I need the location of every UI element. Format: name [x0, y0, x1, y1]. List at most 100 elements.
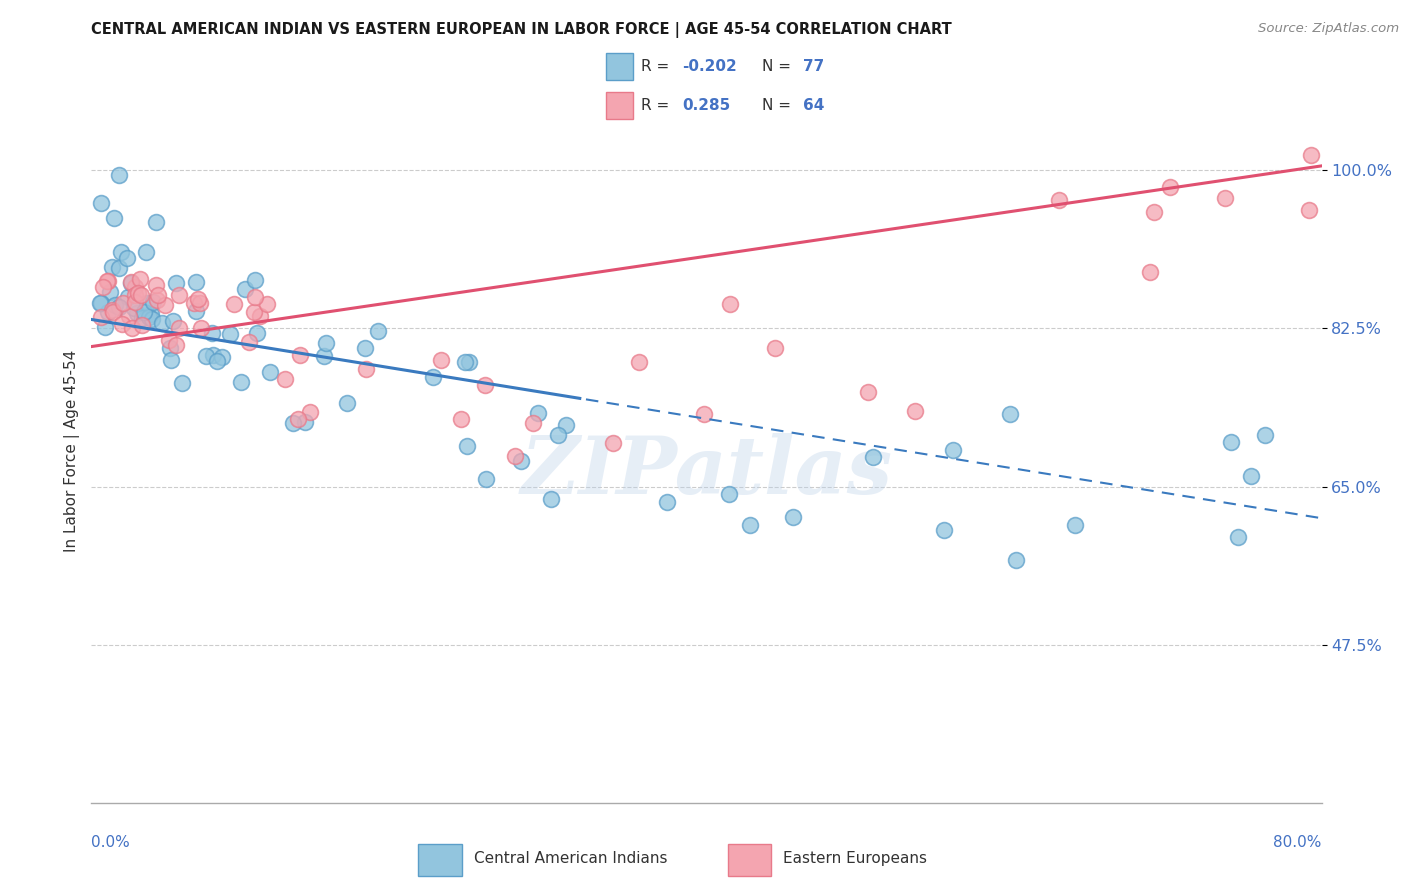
Point: [201, 348, 224, 362]
Point: [602, 436, 624, 450]
Point: [522, 416, 544, 430]
Point: [287, 412, 309, 426]
Point: [998, 408, 1021, 422]
Point: [233, 282, 256, 296]
Point: [110, 245, 132, 260]
Point: [165, 338, 187, 352]
Text: R =: R =: [641, 59, 675, 74]
Bar: [728, 844, 770, 876]
Point: [1220, 435, 1243, 450]
Text: N =: N =: [762, 98, 796, 113]
Point: [475, 472, 498, 486]
Point: [1254, 428, 1277, 442]
Point: [127, 285, 149, 300]
Point: [90, 196, 112, 211]
Point: [312, 349, 335, 363]
Point: [120, 275, 142, 289]
Point: [554, 417, 576, 432]
Point: [141, 311, 163, 326]
Point: [1240, 468, 1263, 483]
Point: [129, 288, 152, 302]
Point: [146, 293, 169, 307]
Point: [231, 375, 253, 389]
Point: [249, 310, 271, 324]
Point: [165, 276, 187, 290]
Point: [354, 361, 377, 376]
Text: -0.202: -0.202: [682, 59, 737, 74]
Point: [1143, 204, 1166, 219]
Point: [111, 295, 134, 310]
Text: 77: 77: [803, 59, 824, 74]
Point: [117, 290, 139, 304]
Point: [1159, 180, 1181, 194]
Point: [142, 295, 165, 310]
Point: [159, 341, 181, 355]
Point: [904, 404, 927, 418]
Point: [101, 260, 124, 274]
Point: [243, 305, 266, 319]
Point: [1047, 193, 1070, 207]
Point: [183, 296, 205, 310]
Point: [219, 327, 242, 342]
Point: [298, 405, 321, 419]
Point: [145, 215, 167, 229]
Point: [96, 274, 118, 288]
Point: [693, 407, 716, 421]
Point: [172, 376, 194, 391]
Point: [100, 302, 122, 317]
Point: [146, 288, 169, 302]
Point: [131, 310, 153, 325]
Point: [527, 406, 550, 420]
Point: [510, 454, 533, 468]
Point: [162, 314, 184, 328]
Point: [290, 348, 312, 362]
Point: [97, 305, 120, 319]
Point: [429, 352, 451, 367]
Point: [139, 307, 162, 321]
Point: [243, 273, 266, 287]
Y-axis label: In Labor Force | Age 45-54: In Labor Force | Age 45-54: [65, 350, 80, 551]
Point: [103, 211, 125, 226]
Point: [91, 279, 114, 293]
Point: [1064, 517, 1087, 532]
Point: [453, 355, 475, 369]
Point: [211, 350, 233, 364]
Text: R =: R =: [641, 98, 679, 113]
Point: [367, 324, 389, 338]
Point: [115, 251, 138, 265]
Point: [94, 320, 117, 334]
Text: ZIPatlas: ZIPatlas: [520, 433, 893, 510]
Point: [450, 412, 472, 426]
Point: [111, 317, 134, 331]
Point: [89, 310, 111, 324]
Point: [188, 296, 211, 310]
Point: [422, 370, 444, 384]
Point: [124, 280, 146, 294]
Point: [1299, 148, 1322, 162]
Text: N =: N =: [762, 59, 796, 74]
Bar: [606, 54, 633, 80]
Point: [856, 385, 879, 400]
Point: [118, 309, 141, 323]
Point: [135, 296, 157, 310]
Point: [107, 168, 129, 182]
Point: [167, 321, 190, 335]
Text: 0.0%: 0.0%: [91, 836, 131, 850]
Point: [294, 415, 316, 429]
Point: [145, 278, 167, 293]
Point: [104, 298, 127, 312]
Point: [547, 428, 569, 442]
Bar: [606, 92, 633, 120]
Point: [1004, 552, 1026, 566]
Point: [167, 288, 190, 302]
Point: [354, 341, 377, 355]
Text: CENTRAL AMERICAN INDIAN VS EASTERN EUROPEAN IN LABOR FORCE | AGE 45-54 CORRELATI: CENTRAL AMERICAN INDIAN VS EASTERN EUROP…: [91, 22, 952, 38]
Text: 64: 64: [803, 98, 824, 113]
Point: [101, 305, 124, 319]
Point: [1227, 530, 1250, 544]
Point: [107, 260, 129, 275]
Point: [132, 305, 155, 319]
Point: [540, 492, 562, 507]
Point: [458, 355, 481, 369]
Point: [122, 301, 145, 315]
